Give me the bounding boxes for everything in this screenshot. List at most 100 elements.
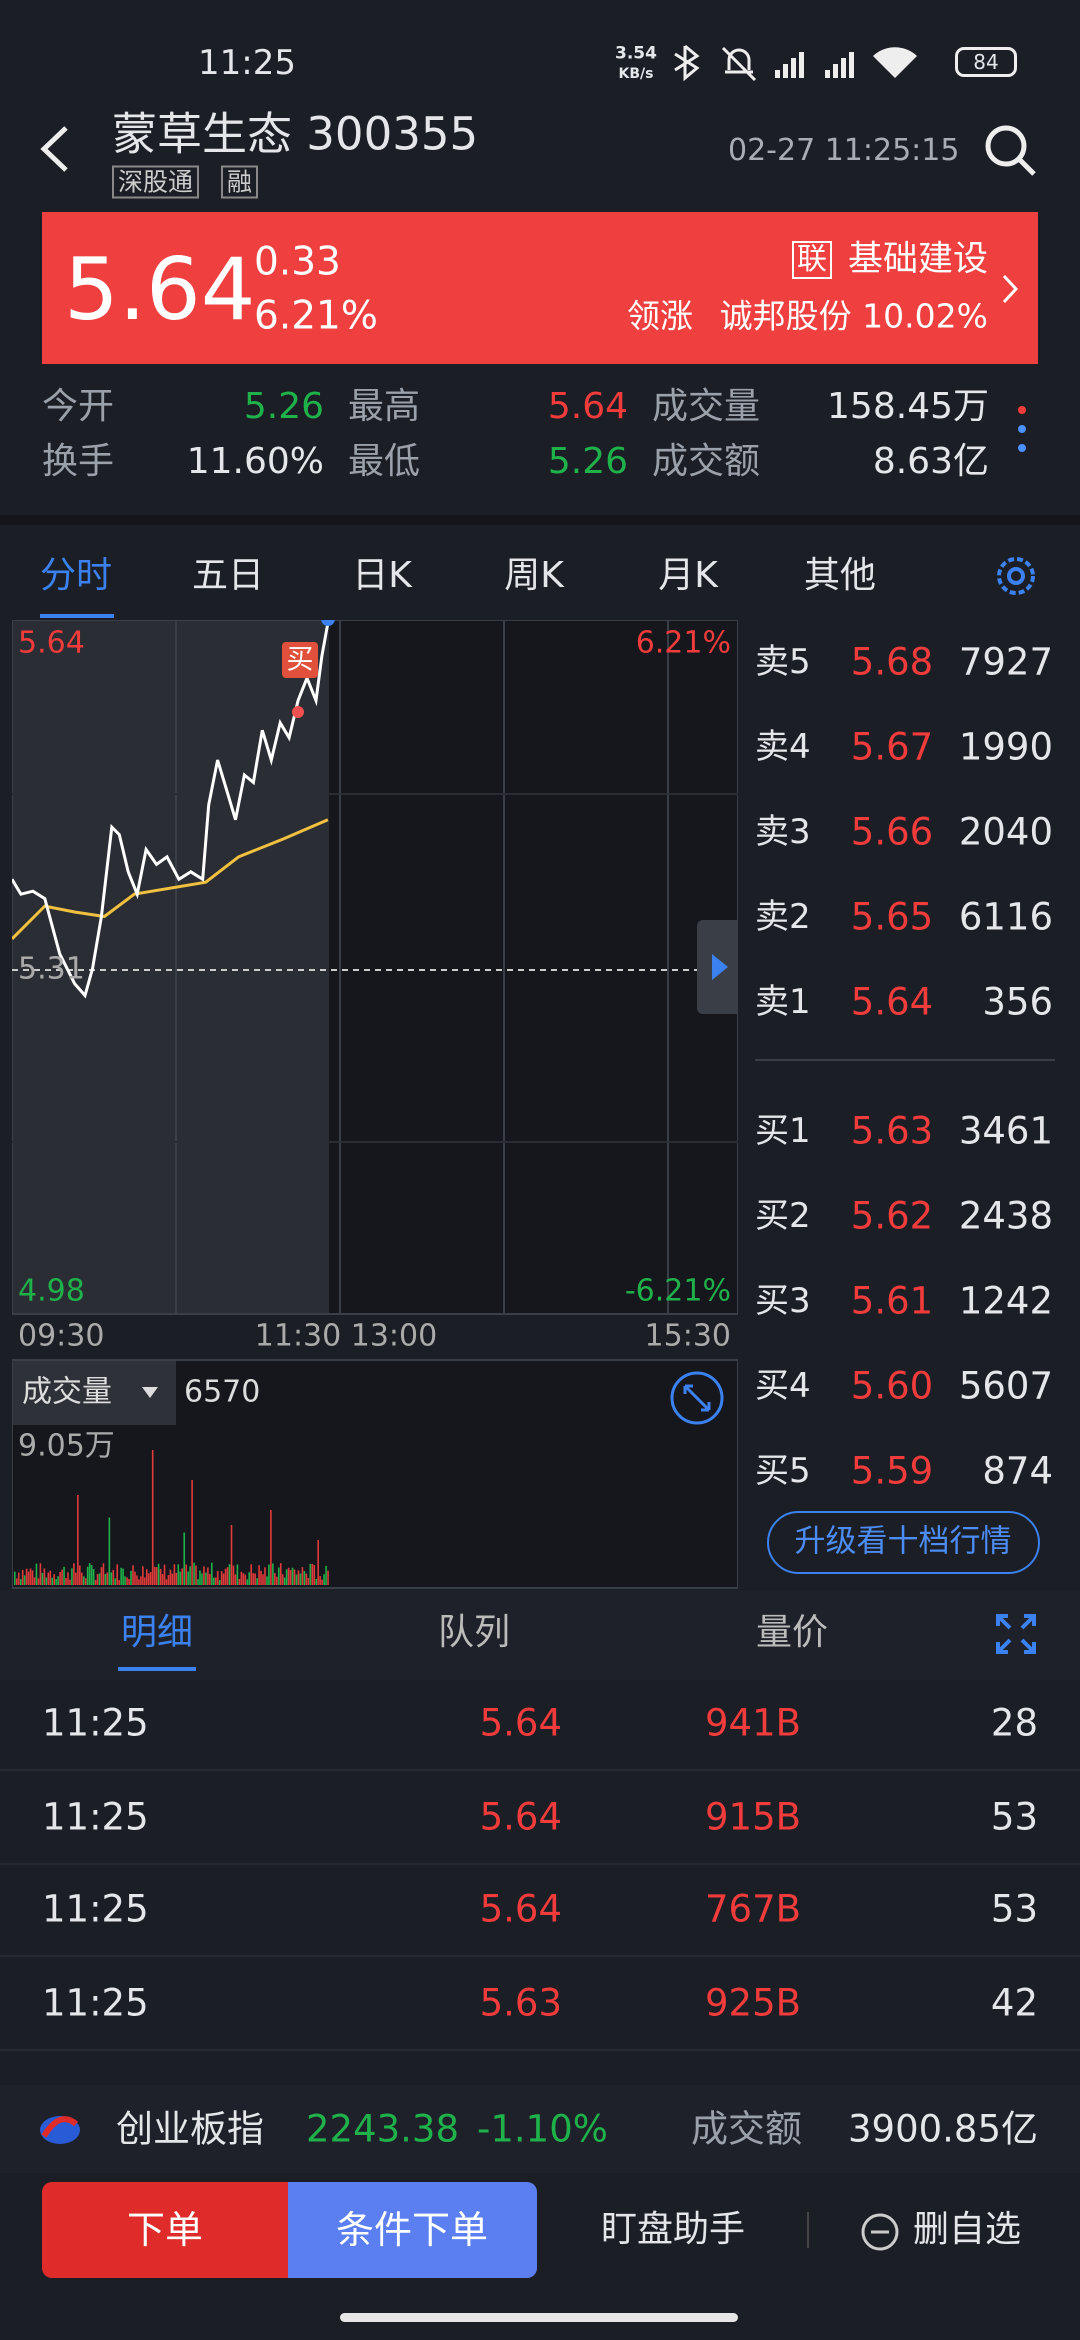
trade-price: 5.64 bbox=[479, 1887, 562, 1931]
book-price: 5.64 bbox=[850, 980, 934, 1024]
stat-value: 158.45万 bbox=[827, 386, 989, 427]
volume-bar bbox=[159, 1568, 162, 1585]
tab[interactable]: 其他 bbox=[803, 555, 877, 596]
upgrade-button[interactable] bbox=[767, 1511, 1040, 1574]
volume-bar bbox=[39, 1563, 42, 1585]
volume-bar bbox=[234, 1574, 237, 1585]
condition-order-label[interactable]: 条件下单 bbox=[335, 2208, 489, 2252]
pct-low: -6.21% bbox=[625, 1274, 731, 1309]
stat-label: 成交量 bbox=[652, 386, 761, 427]
volume-bar bbox=[317, 1540, 319, 1585]
volume-bar bbox=[14, 1571, 16, 1585]
volume-bar bbox=[311, 1563, 314, 1585]
volume-bar bbox=[145, 1569, 148, 1585]
sector[interactable]: 基础建设 bbox=[847, 239, 988, 280]
more-dots[interactable] bbox=[1010, 398, 1040, 468]
volume-bar bbox=[45, 1577, 48, 1585]
tab[interactable]: 分时 bbox=[39, 555, 113, 596]
tab-underline bbox=[118, 1667, 196, 1671]
volume-bar bbox=[153, 1566, 156, 1585]
price-low: 4.98 bbox=[18, 1274, 85, 1309]
row-divider bbox=[0, 2049, 1080, 2051]
volume-bar bbox=[270, 1510, 272, 1585]
volume-bar bbox=[122, 1568, 124, 1585]
settings[interactable] bbox=[990, 550, 1042, 602]
volume-bar bbox=[179, 1571, 182, 1585]
volume-bar bbox=[112, 1569, 115, 1585]
current-dot bbox=[321, 620, 335, 626]
volume-bar bbox=[268, 1564, 270, 1585]
volume-bar bbox=[165, 1579, 168, 1585]
intraday-chart: 买 5.64 5.31 4.98 6.21% -6.21% 09:30 11:30 13:00… bbox=[12, 620, 738, 1589]
time-label: 15:30 bbox=[645, 1319, 731, 1354]
book-label: 买5 bbox=[755, 1451, 811, 1491]
time-label: 11:30 13:00 bbox=[255, 1319, 437, 1354]
book-volume: 6116 bbox=[958, 895, 1053, 939]
condition-order-button[interactable] bbox=[288, 2182, 537, 2278]
volume-bar bbox=[73, 1563, 75, 1585]
detail-tab[interactable]: 量价 bbox=[755, 1612, 829, 1653]
book-label: 买4 bbox=[755, 1366, 811, 1406]
detail-tab[interactable]: 明细 bbox=[120, 1612, 194, 1653]
volume-bar bbox=[244, 1574, 247, 1585]
volume-bar bbox=[293, 1569, 296, 1585]
tab[interactable]: 周K bbox=[504, 555, 564, 596]
upgrade-label[interactable]: 升级看十档行情 bbox=[794, 1523, 1012, 1560]
volume-bar bbox=[98, 1573, 101, 1585]
book-label: 卖1 bbox=[755, 982, 811, 1022]
volume-label: 成交量 bbox=[22, 1375, 112, 1410]
book-price: 5.60 bbox=[850, 1364, 934, 1408]
volume-bar bbox=[138, 1579, 140, 1585]
search-button[interactable] bbox=[982, 122, 1040, 180]
volume-bar bbox=[57, 1576, 59, 1585]
volume-bar bbox=[279, 1563, 282, 1585]
volume-bar bbox=[260, 1570, 262, 1585]
volume-bar bbox=[313, 1564, 316, 1585]
stock-title: 蒙草生态 300355 bbox=[112, 107, 479, 161]
volume-bar bbox=[256, 1578, 258, 1585]
back-button[interactable] bbox=[36, 124, 76, 174]
change: 0.33 bbox=[254, 239, 341, 285]
volume-bar bbox=[242, 1573, 245, 1585]
volume-bar bbox=[61, 1569, 63, 1585]
watch-assistant[interactable]: 盯盘助手 bbox=[600, 2209, 746, 2250]
tab[interactable]: 五日 bbox=[191, 555, 265, 596]
volume-bar bbox=[226, 1567, 229, 1585]
book-volume: 356 bbox=[982, 980, 1053, 1024]
volume-bar bbox=[55, 1579, 57, 1585]
fullscreen[interactable] bbox=[994, 1612, 1038, 1656]
volume-bar bbox=[92, 1568, 95, 1585]
price-line bbox=[12, 622, 330, 999]
order-button[interactable] bbox=[42, 2182, 288, 2278]
volume-bar bbox=[191, 1480, 193, 1585]
price-mid: 5.31 bbox=[18, 952, 85, 987]
volume-bar bbox=[325, 1565, 327, 1585]
amount-label: 成交额 bbox=[691, 2107, 802, 2151]
volume-bar bbox=[193, 1562, 195, 1585]
book-price: 5.59 bbox=[850, 1449, 934, 1493]
volume-bar bbox=[319, 1576, 321, 1585]
tab[interactable]: 日K bbox=[352, 555, 412, 596]
volume-bar bbox=[27, 1571, 30, 1585]
remove-icon bbox=[861, 2213, 899, 2251]
volume-bar bbox=[321, 1579, 323, 1585]
volume-value: 6570 bbox=[184, 1375, 260, 1410]
stat-value: 5.64 bbox=[547, 386, 628, 427]
volume-bar bbox=[163, 1564, 166, 1585]
tab[interactable]: 月K bbox=[658, 555, 718, 596]
chevron bbox=[1002, 274, 1019, 304]
book-price: 5.63 bbox=[850, 1109, 934, 1153]
remove-watchlist[interactable]: 删自选 bbox=[913, 2209, 1022, 2250]
volume-bar bbox=[240, 1571, 243, 1585]
change-percent: 6.21% bbox=[254, 293, 378, 339]
volume-bar bbox=[254, 1573, 256, 1585]
home-indicator bbox=[340, 2313, 738, 2322]
order-label[interactable]: 下单 bbox=[126, 2208, 204, 2252]
book-volume: 1242 bbox=[958, 1279, 1053, 1323]
detail-tabbar bbox=[0, 1590, 1080, 1680]
book-price: 5.62 bbox=[850, 1194, 934, 1238]
detail-tab[interactable]: 队列 bbox=[437, 1612, 511, 1653]
volume-bar bbox=[274, 1573, 276, 1585]
volume-bar bbox=[195, 1565, 197, 1585]
volume-bar bbox=[69, 1579, 71, 1585]
